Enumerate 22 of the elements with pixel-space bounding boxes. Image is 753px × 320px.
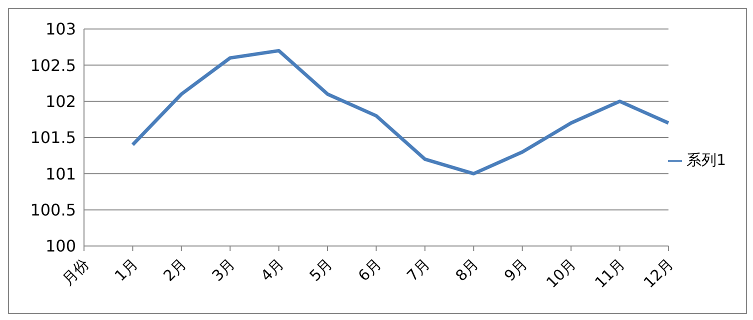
- x-tick-label: 2月: [160, 254, 190, 285]
- x-tick-label: 4月: [257, 254, 288, 285]
- y-tick-label: 102: [45, 92, 76, 112]
- x-tick-label: 6月: [354, 254, 385, 285]
- y-tick-label: 101: [45, 164, 76, 184]
- x-tick-label: 10月: [542, 254, 580, 292]
- x-tick-label: 月份: [58, 254, 92, 289]
- x-tick-label: 1月: [111, 254, 142, 285]
- x-tick-label: 8月: [452, 254, 482, 285]
- y-tick-label: 100: [45, 236, 76, 256]
- x-tick-label: 3月: [208, 254, 239, 285]
- x-tick-label: 5月: [306, 254, 336, 285]
- x-tick-label: 7月: [403, 254, 434, 285]
- legend-label: 系列1: [686, 151, 726, 169]
- x-tick-label: 12月: [640, 254, 677, 292]
- y-tick-label: 102.5: [30, 56, 76, 75]
- y-tick-label: 103: [45, 20, 76, 39]
- x-tick-label: 11月: [591, 254, 628, 292]
- y-tick-label: 100.5: [30, 200, 76, 220]
- y-tick-label: 101.5: [30, 128, 76, 148]
- line-series: [130, 48, 670, 176]
- x-tick-label: 9月: [500, 254, 531, 285]
